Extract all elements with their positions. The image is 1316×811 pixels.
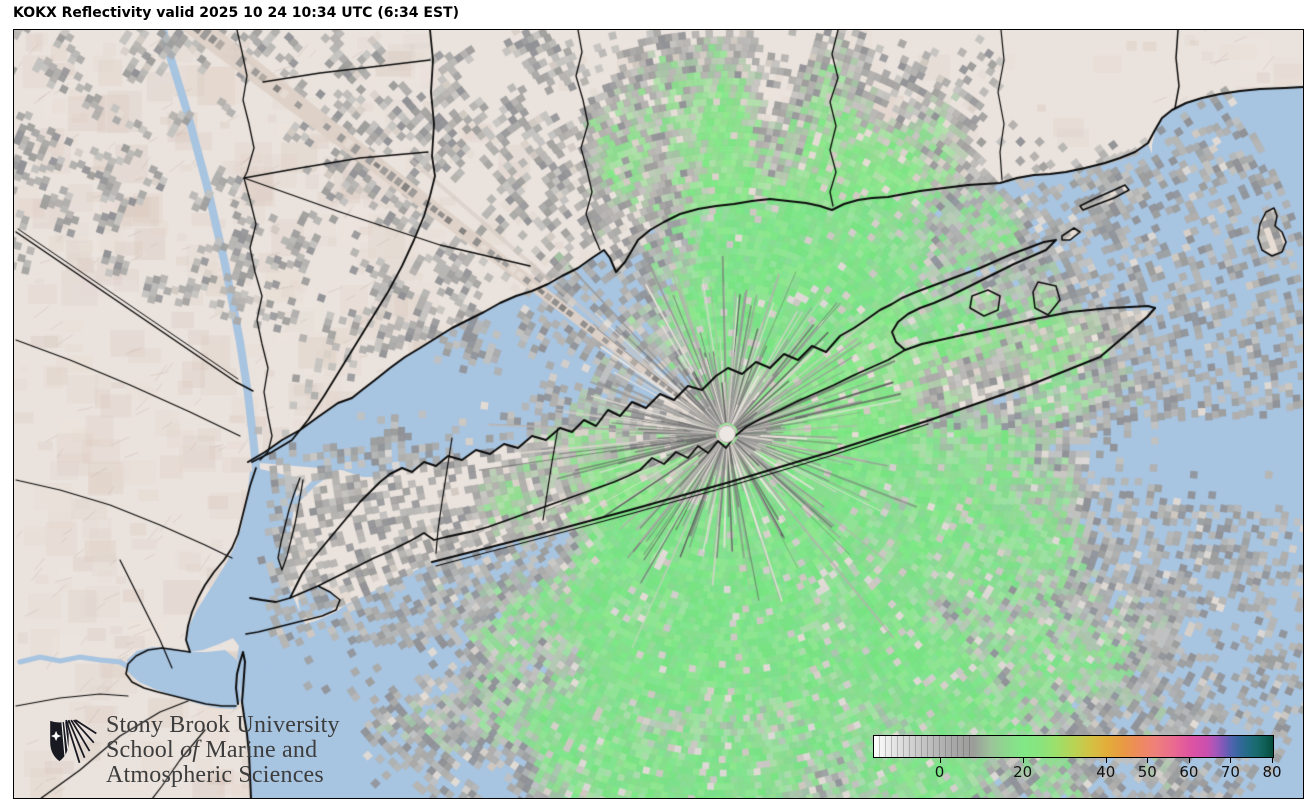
sbu-shield-icon (50, 719, 97, 764)
colorbar-tick-label: 40 (1096, 763, 1116, 781)
colorbar-tick (1105, 758, 1107, 763)
colorbar-tick-label: 50 (1137, 763, 1157, 781)
map-title: KOKX Reflectivity valid 2025 10 24 10:34… (13, 5, 460, 21)
colorbar-tick-label: 0 (934, 763, 945, 781)
colorbar-tick-label: 80 (1262, 763, 1282, 781)
sbu-logo-text: Stony Brook University School of Marine … (106, 713, 340, 788)
sbu-logo: Stony Brook University School of Marine … (46, 709, 340, 788)
colorbar-tick-label: 70 (1220, 763, 1240, 781)
logo-line-3: Atmospheric Sciences (106, 762, 324, 788)
colorbar-tick (1022, 758, 1024, 763)
colorbar-tick-label: 60 (1179, 763, 1199, 781)
radar-map-canvas (14, 30, 1303, 798)
colorbar-tick (1272, 758, 1273, 763)
logo-line-1: Stony Brook University (106, 712, 340, 738)
colorbar-gradient (873, 735, 1274, 758)
colorbar-tick-label: 20 (1013, 763, 1033, 781)
colorbar-tick (1147, 758, 1149, 763)
colorbar-ticks: 0 20 40 50 60 70 80 (873, 758, 1282, 784)
colorbar-tick (1188, 758, 1190, 763)
colorbar-tick (939, 758, 941, 763)
logo-of-word: of (180, 737, 200, 763)
colorbar-bin-lines (874, 736, 974, 757)
colorbar: 0 20 40 50 60 70 80 (873, 735, 1282, 784)
logo-line-2: School of Marine and (106, 737, 318, 763)
radar-map: Stony Brook University School of Marine … (13, 29, 1304, 799)
colorbar-tick (1230, 758, 1232, 763)
